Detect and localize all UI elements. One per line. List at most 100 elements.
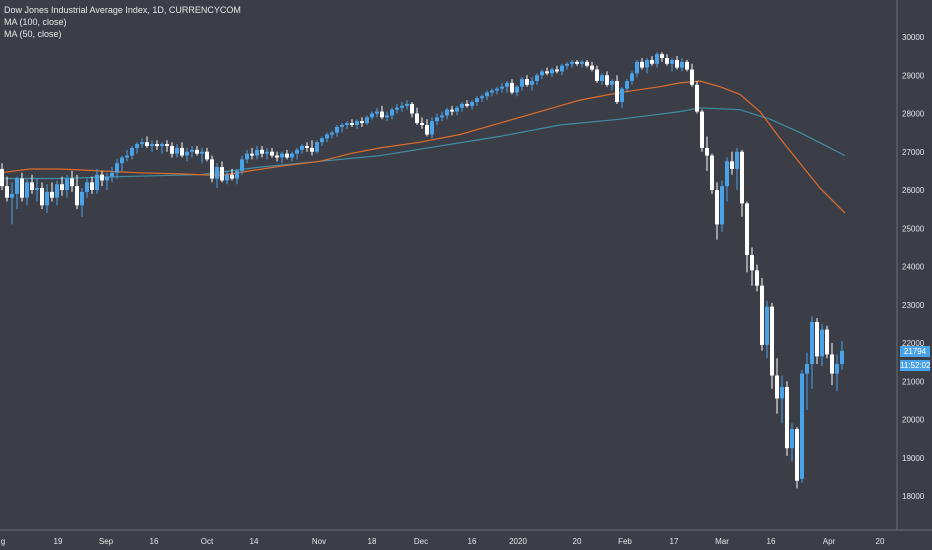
candle-down — [75, 174, 79, 210]
candle-body — [675, 59, 679, 68]
candle-up — [570, 59, 574, 68]
candle-body — [470, 102, 474, 106]
candle-body — [560, 65, 564, 72]
candle-up — [680, 58, 684, 72]
candle-up — [385, 111, 389, 122]
candle-up — [490, 88, 494, 97]
candle-body — [625, 80, 629, 89]
candle-body — [370, 113, 374, 118]
candle-up — [190, 146, 194, 158]
candle-body — [190, 149, 194, 152]
candle-down — [450, 105, 454, 116]
candle-body — [170, 146, 174, 154]
candle-up — [405, 100, 409, 110]
time-tick-label: 16 — [767, 537, 776, 546]
candle-up — [655, 52, 659, 68]
price-axis: 18000 19000 20000 21000 22000 23000 24000 25000… — [902, 33, 925, 501]
time-tick-label: 18 — [368, 537, 377, 546]
candle-down — [750, 247, 754, 286]
candle-down — [615, 75, 619, 104]
candle-body — [575, 61, 579, 64]
candle-body — [25, 182, 29, 198]
candle-down — [420, 117, 424, 129]
candle-body — [275, 155, 279, 158]
candle-up — [325, 132, 329, 143]
candle-body — [200, 151, 204, 154]
candle-body — [85, 182, 89, 192]
candle-body — [610, 80, 614, 85]
candle-up — [625, 79, 629, 93]
candle-up — [335, 124, 339, 137]
candle-up — [215, 163, 219, 189]
candle-up — [65, 174, 69, 198]
candle-body — [110, 172, 114, 177]
time-tick-label: 19 — [54, 537, 63, 546]
candle-down — [305, 142, 309, 152]
candle-body — [585, 61, 589, 66]
candle-body — [210, 159, 214, 179]
candle-up — [560, 63, 564, 76]
candle-body — [635, 61, 639, 74]
candle-body — [745, 203, 749, 256]
candle-up — [565, 61, 569, 70]
candle-body — [15, 178, 19, 194]
candle-body — [530, 80, 534, 85]
candle-body — [285, 153, 289, 158]
candle-body — [700, 111, 704, 148]
candle-up — [95, 168, 99, 194]
candle-body — [715, 190, 719, 225]
ma50-line — [0, 80, 846, 214]
candle-body — [195, 149, 199, 154]
candle-down — [170, 142, 174, 158]
candle-up — [805, 352, 809, 410]
price-tick-label: 30000 — [902, 33, 925, 42]
candle-up — [630, 71, 634, 85]
candle-up — [610, 79, 614, 91]
candle-down — [525, 75, 529, 87]
candle-body — [825, 329, 829, 355]
candle-body — [70, 178, 74, 187]
candle-body — [815, 321, 819, 357]
candle-up — [370, 111, 374, 120]
candle-body — [205, 151, 209, 160]
candle-up — [150, 140, 154, 152]
candle-body — [65, 178, 69, 190]
candle-body — [490, 90, 494, 93]
candle-up — [10, 182, 14, 225]
candle-body — [360, 121, 364, 124]
candle-body — [155, 144, 159, 147]
candle-up — [535, 73, 539, 85]
candle-down — [785, 381, 789, 456]
candle-up — [395, 103, 399, 114]
candle-body — [385, 115, 389, 118]
candle-down — [660, 52, 664, 62]
candle-body — [445, 109, 449, 116]
ma100-line — [0, 107, 846, 180]
price-tick-label: 27000 — [902, 148, 925, 157]
candle-body — [295, 149, 299, 154]
time-tick-label: 14 — [250, 537, 259, 546]
candle-up — [580, 59, 584, 68]
candle-body — [620, 88, 624, 103]
price-tick-label: 24000 — [902, 263, 925, 272]
candle-body — [80, 191, 84, 206]
candle-down — [745, 201, 749, 273]
candle-up — [445, 107, 449, 120]
candle-up — [35, 178, 39, 202]
candle-up — [455, 105, 459, 116]
candle-body — [460, 103, 464, 108]
candle-body — [515, 86, 519, 93]
price-tick-label: 18000 — [902, 492, 925, 501]
candle-body — [135, 144, 139, 148]
candle-body — [450, 109, 454, 112]
candle-body — [705, 147, 709, 156]
time-tick-label: g — [1, 537, 5, 546]
candle-body — [355, 121, 359, 125]
candle-body — [725, 161, 729, 187]
candle-body — [730, 161, 734, 169]
candle-body — [305, 146, 309, 148]
price-tick-label: 19000 — [902, 454, 925, 463]
countdown-tag: 11:52:02 — [900, 360, 931, 371]
candle-body — [720, 186, 724, 225]
